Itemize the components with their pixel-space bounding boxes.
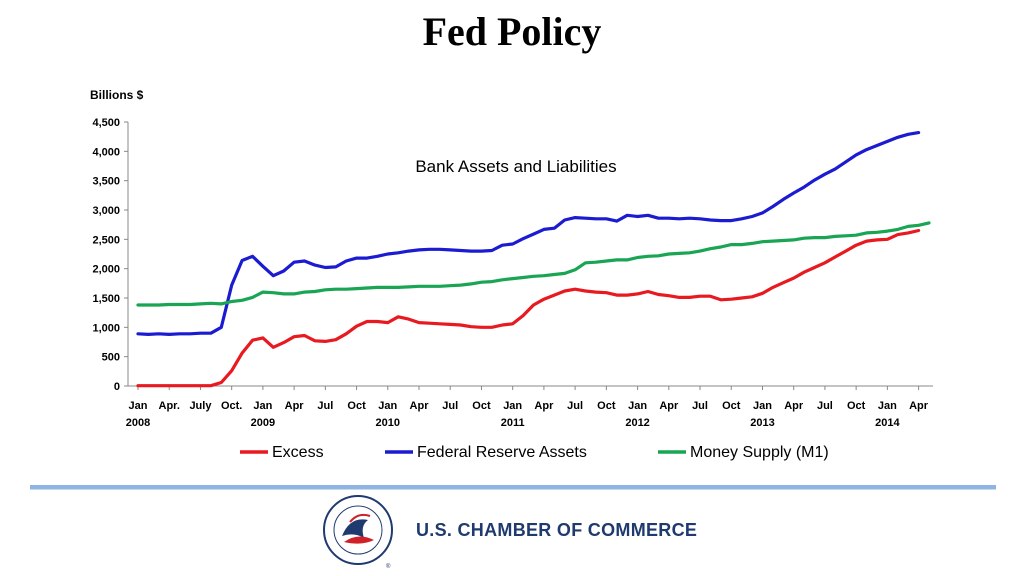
y-tick-label: 3,000 — [92, 205, 120, 217]
x-tick-label: Oct — [472, 400, 491, 412]
x-tick-label: Jan — [378, 400, 397, 412]
x-year-label: 2013 — [750, 417, 774, 429]
svg-text:®: ® — [386, 563, 391, 570]
x-tick-label: Jul — [442, 400, 458, 412]
x-tick-label: Jul — [692, 400, 708, 412]
x-tick-label: Jul — [567, 400, 583, 412]
x-tick-label: July — [189, 400, 212, 412]
chart-axes: 0 500 1,000 1,500 2,000 2,500 3,000 3,500 4,000 4… — [92, 117, 933, 429]
x-year-label: 2010 — [376, 417, 400, 429]
x-year-label: 2009 — [251, 417, 275, 429]
x-tick-label: Apr — [410, 400, 430, 412]
chart: Billions $ Bank Assets and Liabilities 0… — [90, 88, 933, 461]
y-tick-label: 1,000 — [92, 322, 120, 334]
y-tick-label: 0 — [114, 381, 120, 393]
x-year-label: 2011 — [501, 417, 525, 429]
series-line-federal-reserve-assets — [136, 131, 921, 336]
x-tick-label: Jan — [878, 400, 897, 412]
x-tick-label: Jan — [628, 400, 647, 412]
x-tick-label: Oct — [847, 400, 866, 412]
x-tick-label: Jan — [253, 400, 272, 412]
x-year-label: 2012 — [625, 417, 649, 429]
x-tick-label: Jul — [317, 400, 333, 412]
x-tick-label: Oct — [347, 400, 366, 412]
x-tick-label: Apr — [659, 400, 679, 412]
x-tick-label: Jan — [503, 400, 522, 412]
x-tick-label: Apr. — [159, 400, 180, 412]
legend-label: Excess — [272, 444, 324, 461]
chart-title: Bank Assets and Liabilities — [415, 157, 616, 176]
y-tick-label: 4,500 — [92, 117, 120, 129]
y-tick-label: 4,000 — [92, 146, 120, 158]
y-axis-label: Billions $ — [90, 88, 144, 102]
y-tick-label: 500 — [102, 352, 120, 364]
x-tick-label: Jan — [753, 400, 772, 412]
x-year-label: 2014 — [875, 417, 900, 429]
x-tick-label: Jul — [817, 400, 833, 412]
footer-divider — [30, 485, 996, 490]
series-line-excess — [136, 228, 921, 388]
x-tick-label: Oct — [722, 400, 741, 412]
x-year-label: 2008 — [126, 417, 150, 429]
chamber-of-commerce-seal-icon: ® — [323, 495, 393, 570]
x-tick-label: Apr — [285, 400, 305, 412]
x-tick-label: Oct — [597, 400, 616, 412]
y-tick-label: 2,000 — [92, 264, 120, 276]
chart-legend: Excess Federal Reserve Assets Money Supply… — [240, 444, 829, 461]
organization-name: U.S. CHAMBER OF COMMERCE — [416, 520, 698, 540]
y-tick-label: 3,500 — [92, 176, 120, 188]
x-tick-label: Apr — [534, 400, 554, 412]
slide-title: Fed Policy — [422, 9, 602, 54]
x-tick-label: Apr — [784, 400, 804, 412]
y-tick-label: 2,500 — [92, 234, 120, 246]
chart-series — [136, 131, 931, 388]
legend-label: Money Supply (M1) — [690, 444, 829, 461]
series-line-money-supply-m1 — [136, 221, 931, 307]
x-tick-label: Oct. — [221, 400, 242, 412]
y-tick-label: 1,500 — [92, 293, 120, 305]
legend-label: Federal Reserve Assets — [417, 444, 587, 461]
x-tick-label: Jan — [129, 400, 148, 412]
x-tick-label: Apr — [909, 400, 929, 412]
